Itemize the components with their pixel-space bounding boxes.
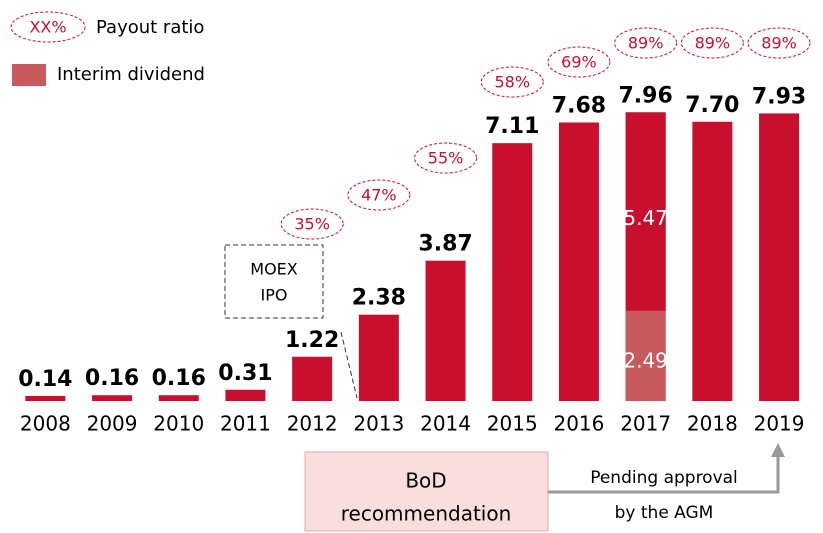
x-tick-label: 2016 [553,412,604,436]
bod-box [304,451,549,532]
x-tick-label: 2011 [220,412,271,436]
bod-text: BoD [405,469,446,493]
segment-label: 2.49 [623,348,668,372]
bar [358,314,399,401]
legend-payout-symbol [10,11,86,43]
payout-label: 47% [361,186,397,205]
value-label: 0.16 [85,366,139,391]
payout-ellipse [280,208,344,240]
bar [158,395,199,401]
x-tick-label: 2008 [20,412,71,436]
payout-ellipse [547,46,611,78]
x-tick-label: 2015 [487,412,538,436]
agm-arrowhead [771,443,785,457]
bar [425,260,466,401]
x-tick-label: 2012 [287,412,338,436]
value-label: 7.70 [685,93,739,118]
payout-label: 89% [628,34,664,53]
x-tick-label: 2013 [353,412,404,436]
payout-ellipse [747,27,811,59]
payout-ellipse [680,27,744,59]
value-label: 0.14 [18,367,72,392]
segment-label: 5.47 [623,206,668,230]
interim-segment [625,310,666,401]
payout-ellipse [414,142,478,174]
payout-label: 69% [561,53,597,72]
value-label: 0.31 [218,361,272,386]
value-label: 3.87 [418,232,472,257]
x-tick-label: 2018 [687,412,738,436]
x-tick-label: 2009 [87,412,138,436]
bar [558,122,599,401]
legend-payout-symbol-text: XX% [29,18,66,37]
agm-text: by the AGM [615,503,714,523]
x-tick-label: 2014 [420,412,471,436]
legend-interim-label: Interim dividend [57,64,205,85]
bod-text: recommendation [341,502,512,526]
payout-ellipse [614,27,678,59]
ipo-text: MOEX [250,260,298,279]
bar [692,121,733,401]
value-label: 7.68 [552,93,606,118]
value-label: 0.16 [152,366,206,391]
bar [492,143,533,401]
legend-interim-swatch [12,64,46,86]
agm-text: Pending approval [590,468,738,488]
value-label: 7.96 [619,83,673,108]
x-tick-label: 2019 [754,412,805,436]
bar [225,389,266,401]
payout-label: 89% [695,34,731,53]
payout-label: 35% [294,215,330,234]
value-label: 1.22 [285,328,339,353]
ipo-text: IPO [261,286,288,305]
legend-payout-label: Payout ratio [96,17,204,38]
value-label: 2.38 [352,286,406,311]
ipo-connector [340,331,358,399]
bar [759,113,800,401]
x-tick-label: 2010 [153,412,204,436]
payout-label: 58% [494,73,530,92]
x-tick-label: 2017 [620,412,671,436]
bar [25,395,66,401]
payout-ellipse [347,179,411,211]
bar [92,395,133,401]
final-segment [625,112,666,311]
value-label: 7.11 [485,114,539,139]
payout-label: 55% [428,149,464,168]
value-label: 7.93 [752,84,806,109]
payout-ellipse [480,66,544,98]
bar [292,356,333,401]
payout-label: 89% [761,34,797,53]
agm-arrow [548,455,780,494]
ipo-box [224,244,324,319]
